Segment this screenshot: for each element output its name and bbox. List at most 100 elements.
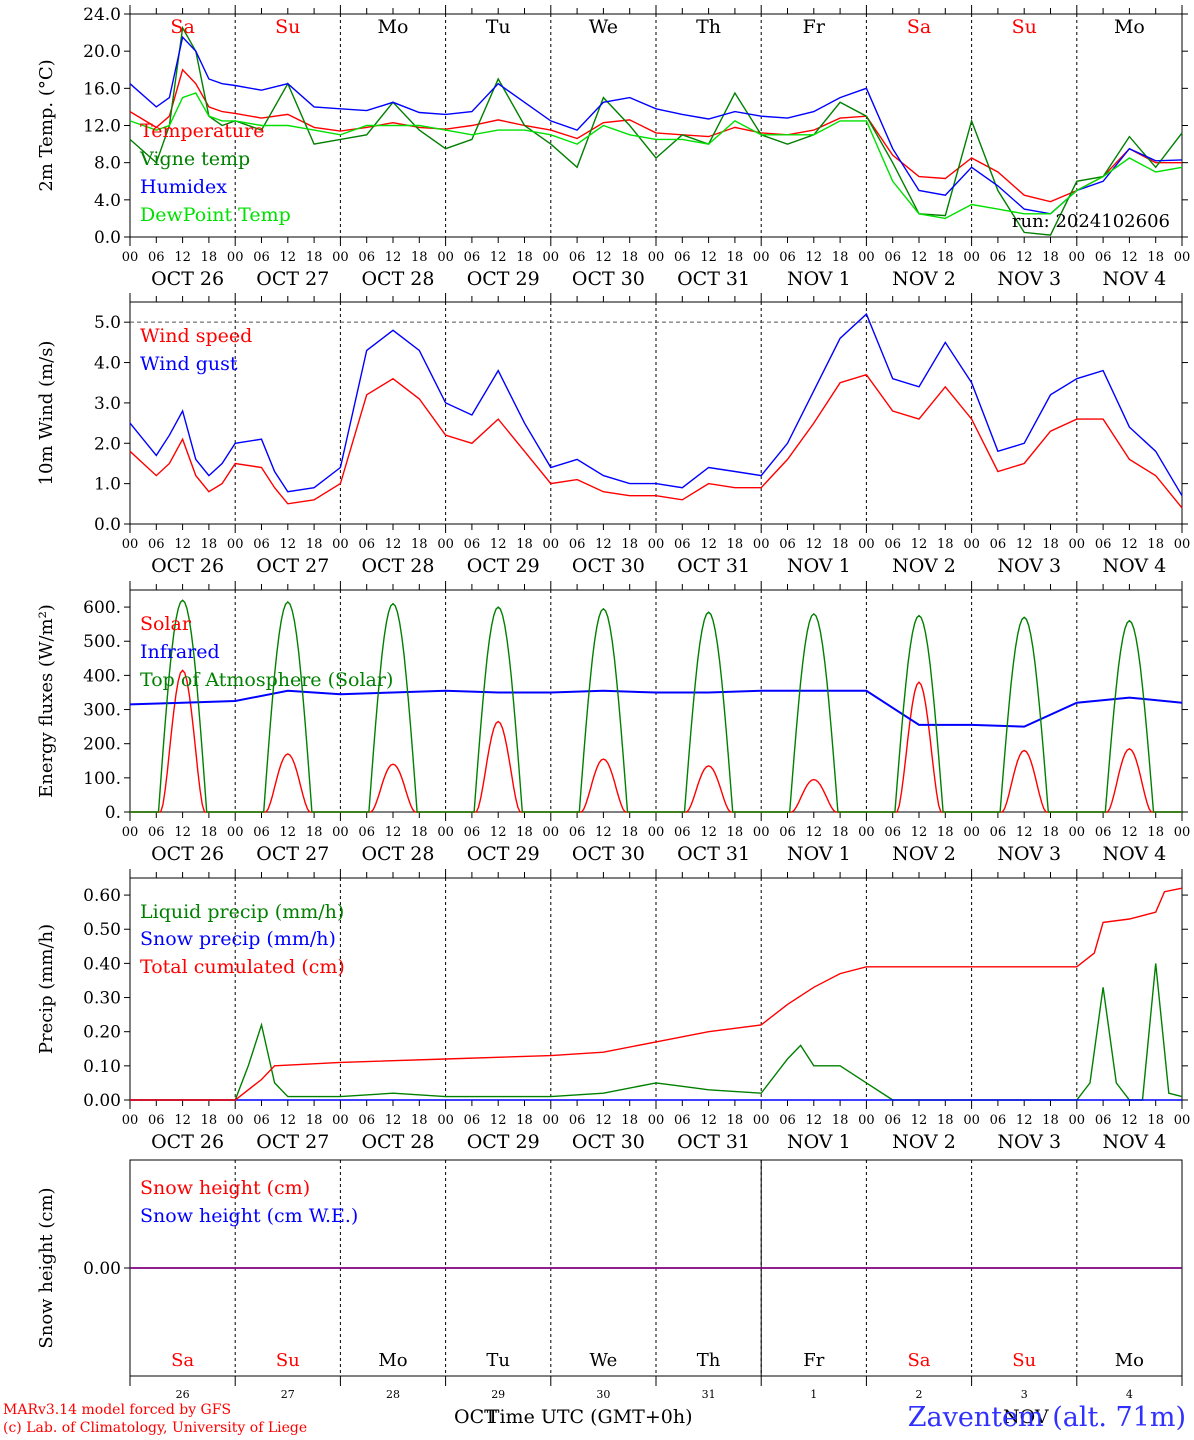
y-tick-label: 0.: [105, 803, 121, 823]
y-tick-label: 0.10: [83, 1057, 121, 1077]
hour-tick-label: 18: [621, 1113, 638, 1128]
hour-tick-label: 00: [332, 825, 349, 840]
hour-tick-label: 00: [1174, 537, 1191, 552]
date-label: OCT 29: [467, 843, 540, 865]
hour-tick-label: 12: [280, 250, 297, 265]
hour-tick-label: 00: [1174, 250, 1191, 265]
weekday-label: Su: [276, 1350, 300, 1371]
hour-tick-label: 06: [464, 825, 481, 840]
y-tick-label: 4.0: [94, 354, 121, 374]
hour-tick-label: 00: [858, 1113, 875, 1128]
legend-entry: Wind gust: [140, 353, 238, 375]
right-month-label: NOV: [1003, 1406, 1049, 1428]
hour-tick-label: 06: [148, 537, 165, 552]
series-line-1: [129, 25, 1183, 236]
date-label: OCT 26: [151, 1131, 224, 1153]
y-axis-label: Energy fluxes (W/m²): [36, 604, 57, 798]
hour-tick-label: 06: [884, 537, 901, 552]
y-tick-label: 0.00: [83, 1091, 121, 1111]
y-tick-label: 8.0: [94, 154, 121, 174]
date-label: NOV 2: [892, 843, 956, 865]
day-number-label: 26: [176, 1388, 190, 1401]
hour-tick-label: 00: [858, 537, 875, 552]
hour-tick-label: 00: [437, 825, 454, 840]
weekday-label: Su: [275, 16, 300, 38]
hour-tick-label: 12: [490, 1113, 507, 1128]
hour-tick-label: 06: [253, 537, 270, 552]
hour-tick-label: 18: [832, 825, 849, 840]
hour-tick-label: 06: [1095, 537, 1112, 552]
hour-tick-label: 06: [779, 825, 796, 840]
hour-tick-label: 00: [227, 250, 244, 265]
hour-tick-label: 00: [753, 1113, 770, 1128]
series-line-2: [130, 599, 1182, 813]
weekday-label: Tu: [486, 16, 511, 38]
legend-entry: Total cumulated (cm): [140, 956, 345, 978]
date-label: OCT 27: [256, 843, 329, 865]
hour-tick-label: 00: [753, 825, 770, 840]
hour-tick-label: 12: [700, 825, 717, 840]
hour-tick-label: 06: [990, 250, 1007, 265]
hour-tick-label: 00: [963, 825, 980, 840]
hour-tick-label: 06: [569, 250, 586, 265]
hour-tick-label: 06: [990, 825, 1007, 840]
day-number-label: 2: [916, 1388, 923, 1401]
hour-tick-label: 12: [700, 250, 717, 265]
weekday-label: Sa: [170, 16, 194, 38]
hour-tick-label: 00: [437, 1113, 454, 1128]
hour-tick-label: 12: [700, 537, 717, 552]
date-label: OCT 30: [572, 1131, 645, 1153]
hour-tick-label: 18: [1042, 537, 1059, 552]
weekday-label: Sa: [907, 16, 931, 38]
hour-tick-label: 12: [1121, 1113, 1138, 1128]
hour-tick-label: 12: [280, 825, 297, 840]
day-number-label: 31: [702, 1388, 716, 1401]
hour-tick-label: 06: [990, 1113, 1007, 1128]
date-label: NOV 4: [1103, 268, 1167, 290]
hour-tick-label: 12: [174, 1113, 191, 1128]
y-tick-label: 12.0: [83, 117, 121, 137]
hour-tick-label: 00: [122, 825, 139, 840]
hour-tick-label: 00: [1174, 1113, 1191, 1128]
weekday-label: Mo: [1115, 1350, 1144, 1371]
day-number-label: 27: [281, 1388, 295, 1401]
date-label: NOV 1: [787, 268, 851, 290]
hour-tick-label: 18: [1147, 537, 1164, 552]
hour-tick-label: 06: [464, 537, 481, 552]
hour-tick-label: 12: [385, 250, 402, 265]
hour-tick-label: 12: [490, 250, 507, 265]
day-number-label: 4: [1126, 1388, 1133, 1401]
hour-tick-label: 12: [385, 825, 402, 840]
date-label: NOV 3: [997, 555, 1061, 577]
date-label: NOV 4: [1103, 555, 1167, 577]
model-credit: MARv3.14 model forced by GFS: [3, 1402, 232, 1418]
run-label: run: 2024102606: [1012, 211, 1170, 232]
date-label: OCT 31: [677, 555, 750, 577]
hour-tick-label: 00: [543, 825, 560, 840]
panel-3: [124, 581, 1188, 821]
date-label: OCT 29: [467, 268, 540, 290]
hour-tick-label: 18: [516, 537, 533, 552]
hour-tick-label: 06: [253, 1113, 270, 1128]
date-label: NOV 1: [787, 843, 851, 865]
date-label: OCT 28: [361, 843, 434, 865]
hour-tick-label: 18: [621, 250, 638, 265]
hour-tick-label: 06: [358, 825, 375, 840]
y-tick-label: 400.: [83, 666, 121, 686]
hour-tick-label: 12: [806, 250, 823, 265]
y-axis-label: Precip (mm/h): [36, 924, 57, 1054]
hour-tick-label: 00: [332, 1113, 349, 1128]
hour-tick-label: 00: [963, 1113, 980, 1128]
hour-tick-label: 18: [306, 825, 323, 840]
y-tick-label: 0.20: [83, 1023, 121, 1043]
hour-tick-label: 06: [674, 825, 691, 840]
lab-credit: (c) Lab. of Climatology, University of L…: [3, 1420, 308, 1436]
hour-tick-label: 00: [1069, 825, 1086, 840]
hour-tick-label: 18: [832, 250, 849, 265]
date-label: OCT 28: [361, 1131, 434, 1153]
hour-tick-label: 12: [490, 825, 507, 840]
series-line-1: [129, 312, 1183, 497]
date-label: NOV 4: [1103, 1131, 1167, 1153]
hour-tick-label: 18: [411, 1113, 428, 1128]
legend-entry: Snow height (cm): [140, 1177, 310, 1199]
